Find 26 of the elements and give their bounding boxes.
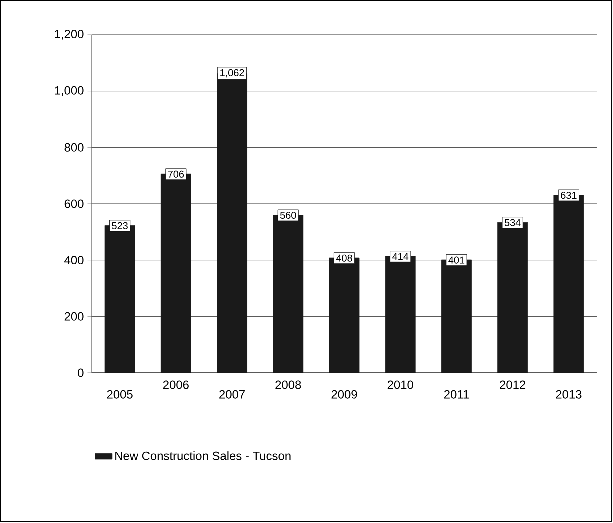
data-label: 523 bbox=[112, 222, 128, 230]
x-tick-label: 2007 bbox=[220, 390, 245, 399]
data-label: 401 bbox=[448, 256, 465, 264]
legend-label: New Construction Sales - Tucson bbox=[116, 452, 291, 460]
y-tick-label: 800 bbox=[64, 143, 84, 152]
y-tick-label: 400 bbox=[64, 256, 84, 265]
data-label: 706 bbox=[168, 170, 184, 178]
y-tick-label: 1,200 bbox=[55, 30, 84, 40]
x-tick-label: 2006 bbox=[163, 380, 189, 390]
x-tick-label: 2011 bbox=[444, 390, 469, 399]
data-label: 631 bbox=[561, 192, 577, 200]
x-tick-label: 2012 bbox=[500, 380, 526, 390]
y-tick-label: 200 bbox=[64, 312, 84, 321]
x-tick-label: 2010 bbox=[388, 380, 414, 390]
y-tick-label: 0 bbox=[78, 368, 84, 378]
data-label: 414 bbox=[392, 253, 409, 260]
x-tick-label: 2009 bbox=[332, 390, 358, 399]
data-label: 408 bbox=[336, 254, 352, 262]
y-tick-label: 1,000 bbox=[55, 86, 84, 96]
data-label: 534 bbox=[504, 219, 521, 226]
x-tick-label: 2005 bbox=[107, 390, 133, 399]
y-tick-label: 600 bbox=[64, 200, 84, 208]
x-tick-label: 2008 bbox=[276, 380, 302, 390]
x-tick-label: 2013 bbox=[556, 390, 582, 399]
data-label: 560 bbox=[280, 212, 296, 220]
data-label: 1,062 bbox=[220, 69, 244, 78]
